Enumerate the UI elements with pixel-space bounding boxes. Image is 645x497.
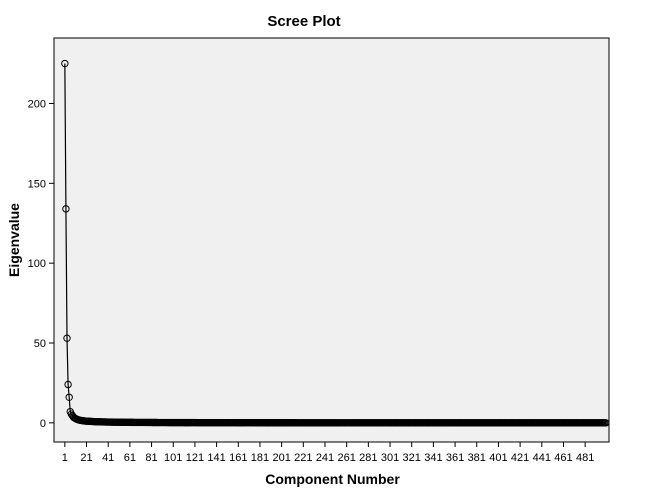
y-tick-label: 50 <box>34 338 46 350</box>
y-tick-label: 0 <box>40 418 46 430</box>
x-tick-label: 441 <box>533 452 551 464</box>
x-tick-label: 121 <box>186 452 204 464</box>
x-tick-label: 361 <box>446 452 464 464</box>
y-tick-label: 200 <box>28 98 46 110</box>
x-tick-label: 181 <box>251 452 269 464</box>
y-axis: 0 50 100 150 200 <box>28 98 54 430</box>
data-point <box>64 380 72 389</box>
x-tick-label: 161 <box>229 452 247 464</box>
x-tick-label: 141 <box>207 452 225 464</box>
x-axis: 1 21 41 61 81 101 121 141 161 181 201 221 241 261 281 3… <box>62 442 594 464</box>
x-tick-label: 101 <box>164 452 182 464</box>
plot-area <box>53 37 610 443</box>
eigenvalue-series <box>61 59 610 427</box>
x-tick-label: 241 <box>316 452 334 464</box>
data-point <box>65 393 73 401</box>
x-tick-label: 421 <box>511 452 529 464</box>
x-tick-label: 281 <box>359 452 377 464</box>
x-tick-label: 81 <box>145 452 157 464</box>
data-point <box>62 205 70 213</box>
x-tick-label: 201 <box>272 452 290 464</box>
x-tick-label: 61 <box>124 452 136 464</box>
x-tick-label: 481 <box>576 452 594 464</box>
data-point <box>63 334 71 342</box>
x-tick-label: 321 <box>403 452 421 464</box>
data-point <box>61 59 69 68</box>
x-tick-label: 261 <box>337 452 355 464</box>
x-tick-label: 461 <box>554 452 572 464</box>
x-tick-label: 341 <box>424 452 442 464</box>
chart-title: Scree Plot <box>267 13 341 30</box>
x-tick-label: 41 <box>102 452 114 464</box>
x-tick-label: 381 <box>468 452 486 464</box>
x-axis-title: Component Number <box>265 471 400 487</box>
y-tick-label: 150 <box>28 178 46 190</box>
x-tick-label: 221 <box>294 452 312 464</box>
x-tick-label: 301 <box>381 452 399 464</box>
x-tick-label: 401 <box>489 452 507 464</box>
x-tick-label: 1 <box>62 452 68 464</box>
y-tick-label: 100 <box>28 258 46 270</box>
x-tick-label: 21 <box>80 452 92 464</box>
data-point <box>602 419 610 427</box>
